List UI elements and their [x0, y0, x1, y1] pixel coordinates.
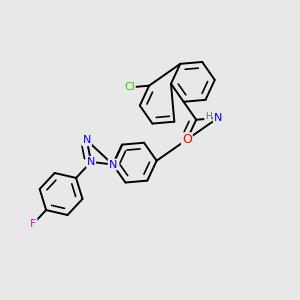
Text: F: F — [30, 219, 37, 229]
Text: N: N — [109, 160, 117, 170]
Text: N: N — [214, 113, 222, 123]
Text: O: O — [182, 133, 192, 146]
Text: H: H — [205, 112, 212, 121]
Text: Cl: Cl — [124, 82, 135, 92]
Text: N: N — [87, 157, 95, 167]
Text: N: N — [83, 135, 91, 145]
